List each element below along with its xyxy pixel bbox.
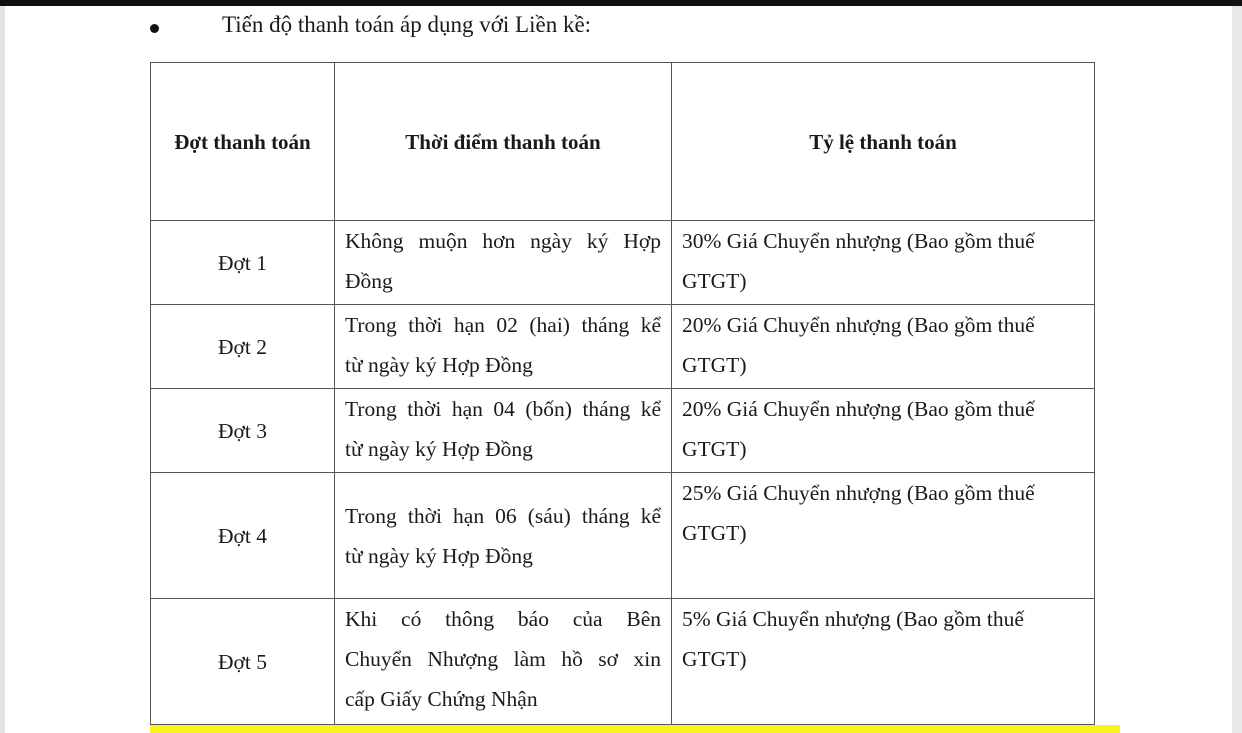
right-edge [1232, 6, 1242, 733]
timing-line: từ ngày ký Hợp Đồng [345, 353, 533, 377]
header-timing: Thời điểm thanh toán [334, 62, 672, 221]
section-heading: Tiến độ thanh toán áp dụng với Liền kề: [222, 12, 592, 37]
table-row: Đợt 1 Không muộn hơn ngày ký Hợp Đồng 30%… [150, 220, 1095, 305]
rate-cell: 30% Giá Chuyển nhượng (Bao gồm thuế GTGT) [671, 220, 1095, 305]
rate-line: 5% Giá Chuyển nhượng (Bao gồm thuế [682, 607, 1024, 631]
installment-cell: Đợt 4 [150, 472, 335, 599]
timing-cell: Trong thời hạn 04 (bốn) tháng kể từ ngày … [334, 388, 672, 473]
rate-cell: 25% Giá Chuyển nhượng (Bao gồm thuế GTGT) [671, 472, 1095, 599]
rate-line: 20% Giá Chuyển nhượng (Bao gồm thuế [682, 313, 1035, 337]
rate-line: GTGT) [682, 269, 747, 293]
timing-line: Không muộn hơn ngày ký Hợp [345, 229, 661, 253]
rate-cell: 20% Giá Chuyển nhượng (Bao gồm thuế GTGT) [671, 304, 1095, 389]
rate-line: GTGT) [682, 437, 747, 461]
timing-line: từ ngày ký Hợp Đồng [345, 543, 533, 568]
timing-cell: Khi có thông báo của Bên Chuyển Nhượng là… [334, 598, 672, 725]
rate-line: GTGT) [682, 521, 747, 545]
header-rate: Tỷ lệ thanh toán [671, 62, 1095, 221]
timing-line: Trong thời hạn 06 (sáu) tháng kể [345, 503, 661, 528]
installment-cell: Đợt 2 [150, 304, 335, 389]
timing-line: Trong thời hạn 02 (hai) tháng kể [345, 313, 661, 337]
timing-line: Chuyển Nhượng làm hồ sơ xin [345, 647, 661, 671]
left-edge [0, 6, 5, 733]
table-row: Đợt 3 Trong thời hạn 04 (bốn) tháng kể từ… [150, 388, 1095, 473]
table-row: Đợt 4 Trong thời hạn 06 (sáu) tháng kể từ… [150, 472, 1095, 599]
bullet-icon [150, 24, 159, 33]
rate-line: 25% Giá Chuyển nhượng (Bao gồm thuế [682, 481, 1035, 505]
timing-cell: Không muộn hơn ngày ký Hợp Đồng [334, 220, 672, 305]
rate-line: 30% Giá Chuyển nhượng (Bao gồm thuế [682, 229, 1035, 253]
top-bar [0, 0, 1242, 6]
installment-cell: Đợt 1 [150, 220, 335, 305]
installment-cell: Đợt 3 [150, 388, 335, 473]
timing-cell: Trong thời hạn 02 (hai) tháng kể từ ngày … [334, 304, 672, 389]
header-installment: Đợt thanh toán [150, 62, 335, 221]
timing-cell: Trong thời hạn 06 (sáu) tháng kể từ ngày … [334, 472, 672, 599]
timing-line: từ ngày ký Hợp Đồng [345, 437, 533, 461]
highlighted-text-strip [150, 725, 1120, 733]
rate-cell: 5% Giá Chuyển nhượng (Bao gồm thuế GTGT) [671, 598, 1095, 725]
timing-line: Trong thời hạn 04 (bốn) tháng kể [345, 397, 661, 421]
timing-line: Đồng [345, 269, 393, 293]
rate-cell: 20% Giá Chuyển nhượng (Bao gồm thuế GTGT) [671, 388, 1095, 473]
table-header-row: Đợt thanh toán Thời điểm thanh toán Tỷ l… [150, 62, 1095, 221]
table-row: Đợt 2 Trong thời hạn 02 (hai) tháng kể từ… [150, 304, 1095, 389]
table-row: Đợt 5 Khi có thông báo của Bên Chuyển Như… [150, 598, 1095, 725]
rate-line: GTGT) [682, 353, 747, 377]
timing-line: cấp Giấy Chứng Nhận [345, 687, 538, 711]
rate-line: 20% Giá Chuyển nhượng (Bao gồm thuế [682, 397, 1035, 421]
rate-line: GTGT) [682, 647, 747, 671]
timing-line: Khi có thông báo của Bên [345, 607, 661, 631]
installment-cell: Đợt 5 [150, 598, 335, 725]
payment-schedule-table: Đợt thanh toán Thời điểm thanh toán Tỷ l… [150, 62, 1095, 725]
